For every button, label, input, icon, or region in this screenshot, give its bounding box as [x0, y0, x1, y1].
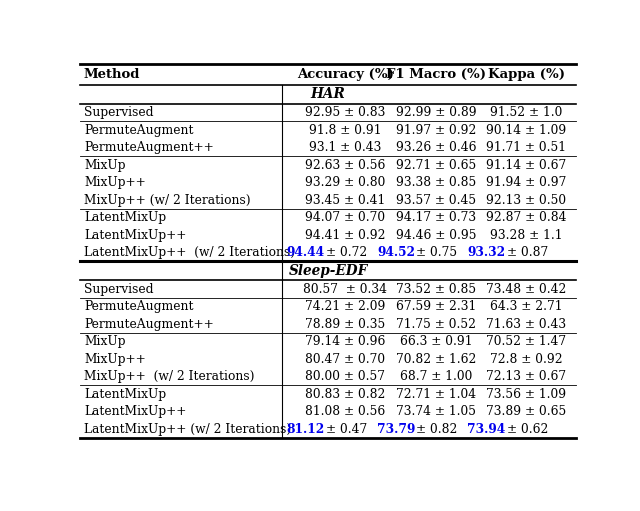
Text: 74.21 ± 2.09: 74.21 ± 2.09 — [305, 300, 385, 313]
Text: 73.48 ± 0.42: 73.48 ± 0.42 — [486, 283, 566, 295]
Text: ± 0.62: ± 0.62 — [507, 423, 548, 435]
Text: 80.57  ± 0.34: 80.57 ± 0.34 — [303, 283, 387, 295]
Text: HAR: HAR — [310, 87, 346, 101]
Text: LatentMixUp++: LatentMixUp++ — [84, 228, 186, 242]
Text: ± 0.72: ± 0.72 — [326, 246, 367, 259]
Text: PermuteAugment++: PermuteAugment++ — [84, 317, 214, 331]
Text: Method: Method — [84, 68, 140, 81]
Text: LatentMixUp++: LatentMixUp++ — [84, 405, 186, 418]
Text: MixUp++: MixUp++ — [84, 353, 146, 365]
Text: ± 0.75: ± 0.75 — [416, 246, 458, 259]
Text: 73.79: 73.79 — [377, 423, 415, 435]
Text: 64.3 ± 2.71: 64.3 ± 2.71 — [490, 300, 563, 313]
Text: 93.26 ± 0.46: 93.26 ± 0.46 — [396, 141, 476, 154]
Text: Supervised: Supervised — [84, 106, 154, 119]
Text: 94.41 ± 0.92: 94.41 ± 0.92 — [305, 228, 386, 242]
Text: 71.63 ± 0.43: 71.63 ± 0.43 — [486, 317, 566, 331]
Text: 67.59 ± 2.31: 67.59 ± 2.31 — [396, 300, 476, 313]
Text: 90.14 ± 1.09: 90.14 ± 1.09 — [486, 124, 566, 136]
Text: 94.07 ± 0.70: 94.07 ± 0.70 — [305, 211, 385, 224]
Text: PermuteAugment: PermuteAugment — [84, 300, 193, 313]
Text: 93.28 ± 1.1: 93.28 ± 1.1 — [490, 228, 563, 242]
Text: ± 0.82: ± 0.82 — [416, 423, 458, 435]
Text: Kappa (%): Kappa (%) — [488, 68, 565, 81]
Text: 94.17 ± 0.73: 94.17 ± 0.73 — [396, 211, 476, 224]
Text: 72.71 ± 1.04: 72.71 ± 1.04 — [396, 388, 476, 401]
Text: 81.08 ± 0.56: 81.08 ± 0.56 — [305, 405, 385, 418]
Text: 93.1 ± 0.43: 93.1 ± 0.43 — [309, 141, 381, 154]
Text: 94.52: 94.52 — [378, 246, 415, 259]
Text: LatentMixUp++ (w/ 2 Iterations): LatentMixUp++ (w/ 2 Iterations) — [84, 423, 291, 435]
Text: 80.00 ± 0.57: 80.00 ± 0.57 — [305, 370, 385, 383]
Text: Sleep-EDF: Sleep-EDF — [289, 264, 367, 278]
Text: MixUp++: MixUp++ — [84, 176, 146, 189]
Text: 93.57 ± 0.45: 93.57 ± 0.45 — [396, 194, 476, 206]
Text: LatentMixUp++  (w/ 2 Iterations): LatentMixUp++ (w/ 2 Iterations) — [84, 246, 295, 259]
Text: 91.8 ± 0.91: 91.8 ± 0.91 — [309, 124, 381, 136]
Text: Accuracy (%): Accuracy (%) — [297, 68, 394, 81]
Text: 93.32: 93.32 — [467, 246, 506, 259]
Text: 72.13 ± 0.67: 72.13 ± 0.67 — [486, 370, 566, 383]
Text: PermuteAugment++: PermuteAugment++ — [84, 141, 214, 154]
Text: 73.89 ± 0.65: 73.89 ± 0.65 — [486, 405, 566, 418]
Text: 92.95 ± 0.83: 92.95 ± 0.83 — [305, 106, 385, 119]
Text: 81.12: 81.12 — [286, 423, 324, 435]
Text: MixUp: MixUp — [84, 158, 125, 172]
Text: MixUp++  (w/ 2 Iterations): MixUp++ (w/ 2 Iterations) — [84, 370, 255, 383]
Text: 73.52 ± 0.85: 73.52 ± 0.85 — [396, 283, 476, 295]
Text: 92.13 ± 0.50: 92.13 ± 0.50 — [486, 194, 566, 206]
Text: F1 Macro (%): F1 Macro (%) — [386, 68, 486, 81]
Text: MixUp++ (w/ 2 Iterations): MixUp++ (w/ 2 Iterations) — [84, 194, 251, 206]
Text: 73.94: 73.94 — [467, 423, 506, 435]
Text: 73.74 ± 1.05: 73.74 ± 1.05 — [396, 405, 476, 418]
Text: 92.87 ± 0.84: 92.87 ± 0.84 — [486, 211, 566, 224]
Text: 79.14 ± 0.96: 79.14 ± 0.96 — [305, 335, 385, 348]
Text: 78.89 ± 0.35: 78.89 ± 0.35 — [305, 317, 385, 331]
Text: 80.47 ± 0.70: 80.47 ± 0.70 — [305, 353, 385, 365]
Text: LatentMixUp: LatentMixUp — [84, 388, 166, 401]
Text: ± 0.47: ± 0.47 — [326, 423, 367, 435]
Text: 71.75 ± 0.52: 71.75 ± 0.52 — [396, 317, 476, 331]
Text: 92.99 ± 0.89: 92.99 ± 0.89 — [396, 106, 476, 119]
Text: 92.71 ± 0.65: 92.71 ± 0.65 — [396, 158, 476, 172]
Text: 80.83 ± 0.82: 80.83 ± 0.82 — [305, 388, 385, 401]
Text: 92.63 ± 0.56: 92.63 ± 0.56 — [305, 158, 385, 172]
Text: 72.8 ± 0.92: 72.8 ± 0.92 — [490, 353, 563, 365]
Text: 73.56 ± 1.09: 73.56 ± 1.09 — [486, 388, 566, 401]
Text: ± 0.87: ± 0.87 — [507, 246, 548, 259]
Text: LatentMixUp: LatentMixUp — [84, 211, 166, 224]
Text: 70.52 ± 1.47: 70.52 ± 1.47 — [486, 335, 566, 348]
Text: MixUp: MixUp — [84, 335, 125, 348]
Text: 91.71 ± 0.51: 91.71 ± 0.51 — [486, 141, 566, 154]
Text: Supervised: Supervised — [84, 283, 154, 295]
Text: 93.29 ± 0.80: 93.29 ± 0.80 — [305, 176, 385, 189]
Text: 91.97 ± 0.92: 91.97 ± 0.92 — [396, 124, 476, 136]
Text: 91.52 ± 1.0: 91.52 ± 1.0 — [490, 106, 563, 119]
Text: PermuteAugment: PermuteAugment — [84, 124, 193, 136]
Text: 94.44: 94.44 — [287, 246, 324, 259]
Text: 91.14 ± 0.67: 91.14 ± 0.67 — [486, 158, 566, 172]
Text: 70.82 ± 1.62: 70.82 ± 1.62 — [396, 353, 476, 365]
Text: 93.45 ± 0.41: 93.45 ± 0.41 — [305, 194, 385, 206]
Text: 68.7 ± 1.00: 68.7 ± 1.00 — [400, 370, 472, 383]
Text: 93.38 ± 0.85: 93.38 ± 0.85 — [396, 176, 476, 189]
Text: 66.3 ± 0.91: 66.3 ± 0.91 — [400, 335, 472, 348]
Text: 91.94 ± 0.97: 91.94 ± 0.97 — [486, 176, 566, 189]
Text: 94.46 ± 0.95: 94.46 ± 0.95 — [396, 228, 476, 242]
